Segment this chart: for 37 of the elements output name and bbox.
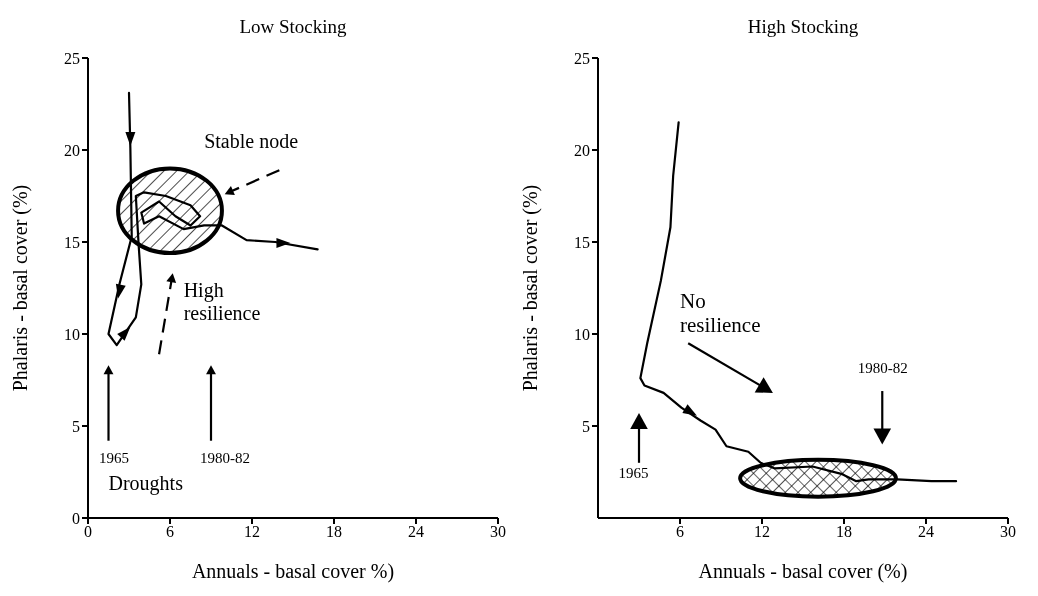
chart-title: High Stocking — [746, 16, 860, 38]
annotation: 1980-82 — [857, 359, 908, 376]
x-tick-label: 0 — [84, 523, 92, 541]
y-tick-label: 10 — [64, 325, 80, 343]
y-tick-label: 20 — [64, 141, 80, 159]
y-tick-label: 25 — [574, 49, 590, 67]
y-axis-title: Phalaris - basal cover (%) — [519, 184, 543, 392]
y-tick-label: 10 — [574, 325, 590, 343]
line-series — [107, 91, 319, 347]
x-tick-label: 6 — [676, 523, 684, 541]
annotation: 1965 — [98, 449, 129, 466]
x-tick-label: 24 — [918, 523, 934, 541]
x-axis-title: Annuals - basal cover %) — [191, 560, 395, 583]
y-tick-label: 20 — [574, 141, 590, 159]
x-tick-label: 24 — [408, 523, 424, 541]
annotation: Stable node — [204, 130, 299, 153]
y-tick-label: 0 — [72, 509, 80, 527]
y-tick-label: 5 — [582, 417, 590, 435]
y-tick-label: 5 — [72, 417, 80, 435]
x-axis-title: Annuals - basal cover (%) — [698, 560, 908, 583]
annotation: No resilience — [680, 289, 761, 338]
chart-title: Low Stocking — [238, 16, 348, 38]
y-tick-label: 15 — [574, 233, 590, 251]
x-tick-label: 30 — [490, 523, 506, 541]
annotation: 1965 — [618, 464, 649, 481]
annotation: 1980-82 — [200, 449, 251, 466]
x-tick-label: 30 — [1000, 523, 1016, 541]
x-tick-label: 18 — [836, 523, 852, 541]
y-tick-label: 15 — [64, 233, 80, 251]
x-tick-label: 18 — [326, 523, 342, 541]
x-tick-label: 12 — [754, 523, 770, 541]
x-tick-label: 6 — [166, 523, 174, 541]
y-axis-title: Phalaris - basal cover (%) — [9, 184, 33, 392]
x-tick-label: 12 — [244, 523, 260, 541]
annotation: Droughts — [108, 472, 184, 496]
annotation: High resilience — [183, 279, 261, 325]
y-tick-label: 25 — [64, 49, 80, 67]
